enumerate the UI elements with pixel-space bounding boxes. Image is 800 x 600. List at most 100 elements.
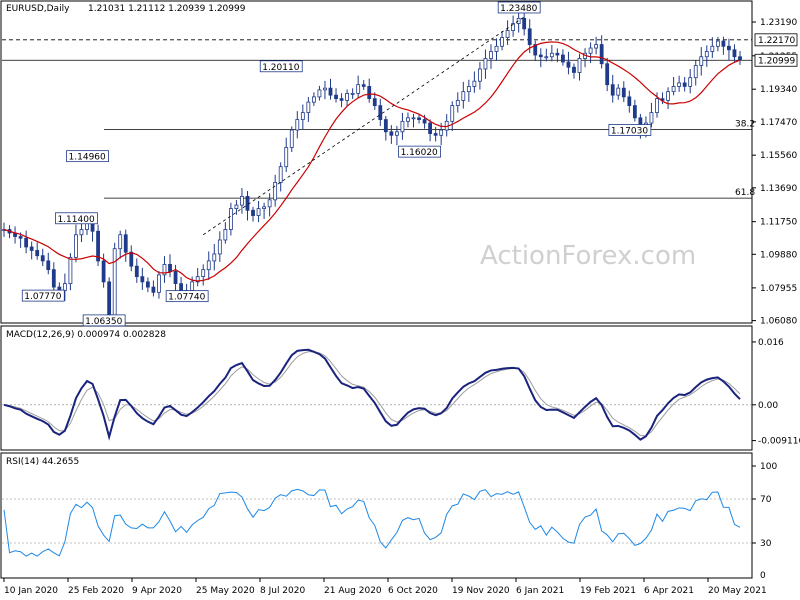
candle-body: [594, 44, 599, 49]
macd-signal-line: [3, 351, 741, 437]
time-tick-label: 25 Feb 2020: [68, 586, 124, 596]
candle-body: [472, 80, 477, 87]
candle-body: [190, 281, 195, 291]
candle-body: [699, 56, 704, 66]
candle-body: [677, 82, 682, 87]
candle-body: [383, 119, 388, 133]
candle-body: [461, 91, 466, 101]
candle-body: [234, 204, 239, 209]
candle-body: [262, 206, 266, 209]
macd-line: [3, 348, 741, 441]
candle-body: [74, 234, 78, 258]
ma-line: [3, 41, 741, 282]
candle-body: [671, 86, 676, 93]
candle-body: [300, 112, 305, 120]
candle-body: [511, 23, 516, 31]
candle-body: [715, 40, 720, 47]
candle-body: [599, 44, 604, 65]
candle-body: [151, 286, 156, 293]
candle-body: [466, 86, 471, 93]
candle-body: [417, 117, 421, 120]
candle-body: [40, 255, 45, 262]
candle-body: [621, 87, 626, 98]
candle-body: [361, 84, 366, 87]
macd-axis: 0.016 0.00 -0.009116: [752, 338, 800, 447]
price-label: 1.16020: [401, 148, 438, 158]
current-value-label: 1.22170: [758, 36, 795, 46]
candle-body: [145, 281, 150, 288]
candle-body: [134, 265, 139, 278]
time-tick-label: 6 Oct 2020: [388, 586, 438, 596]
candle-body: [433, 133, 438, 136]
price-tick-label: 1.06080: [760, 317, 797, 327]
price-label: 1.17030: [611, 127, 648, 137]
candle-body: [721, 40, 726, 47]
candle-body: [62, 283, 67, 291]
candle-body: [201, 269, 206, 278]
candle-body: [372, 98, 377, 107]
candle-body: [727, 45, 731, 51]
time-axis: 10 Jan 2020 25 Feb 2020 9 Apr 2020 25 May 2…: [3, 578, 767, 596]
candle-body: [378, 105, 383, 120]
macd-tick-label: 0.00: [758, 401, 778, 411]
candle-body: [450, 105, 455, 122]
candle-body: [527, 28, 532, 45]
candle-body: [494, 45, 499, 52]
price-label-box: [66, 150, 109, 163]
price-label-box: [398, 145, 441, 158]
candle-body: [112, 248, 117, 316]
price-panel: [0, 0, 753, 324]
candle-body: [273, 181, 278, 201]
price-tick-label: 1.13690: [760, 184, 797, 194]
time-tick-label: 8 Jul 2020: [260, 586, 305, 596]
candle-body: [51, 269, 56, 288]
macd-tick-label: -0.009116: [758, 437, 800, 447]
price-label-box: [82, 314, 126, 327]
price-label: 1.23480: [500, 4, 537, 14]
fib-label: 38.2: [735, 120, 755, 130]
candle-body: [666, 91, 670, 101]
price-label: 1.07770: [24, 292, 61, 302]
candle-body: [306, 101, 311, 113]
price-label-box: [608, 124, 652, 136]
rsi-tick-label: 100: [760, 462, 777, 472]
ohlc-label: 1.21031 1.21112 1.20939 1.20999: [88, 4, 246, 14]
candle-body: [107, 281, 112, 316]
rsi-tick-label: 0: [760, 571, 766, 581]
candle-body: [522, 17, 527, 30]
price-grid: 38.2 61.8: [2, 39, 755, 199]
moving-average: [3, 16, 741, 282]
trendline: [202, 16, 525, 236]
candle-body: [284, 147, 289, 168]
current-value-box: [754, 33, 798, 47]
time-tick-label: 21 Aug 2020: [324, 586, 382, 596]
time-tick-label: 6 Jan 2021: [516, 586, 564, 596]
candle-body: [693, 65, 698, 79]
price-tick-label: 1.11750: [760, 218, 797, 228]
candle-body: [195, 276, 200, 283]
candle-body: [400, 120, 405, 133]
candle-body: [738, 56, 742, 61]
candle-body: [24, 237, 29, 248]
candle-body: [251, 209, 255, 216]
candle-body: [46, 260, 51, 271]
candle-body: [118, 234, 123, 250]
candle-body: [129, 251, 134, 267]
candle-body: [428, 122, 433, 134]
watermark: ActionForex.com: [480, 241, 696, 271]
candle-body: [406, 117, 410, 122]
candle-body: [561, 54, 565, 63]
candle-body: [566, 61, 571, 68]
candle-body: [323, 87, 327, 91]
rsi-panel: [0, 452, 753, 579]
candle-body: [577, 58, 582, 73]
price-label-box: [21, 289, 65, 302]
price-label-box: [259, 60, 303, 73]
symbol-label: EURUSD,Daily: [6, 4, 70, 14]
candle-body: [68, 257, 73, 285]
time-tick-label: 6 Apr 2021: [644, 586, 694, 596]
candle-body: [96, 230, 100, 262]
candle-body: [489, 51, 493, 59]
candle-body: [483, 58, 488, 70]
candle-body: [328, 87, 333, 96]
